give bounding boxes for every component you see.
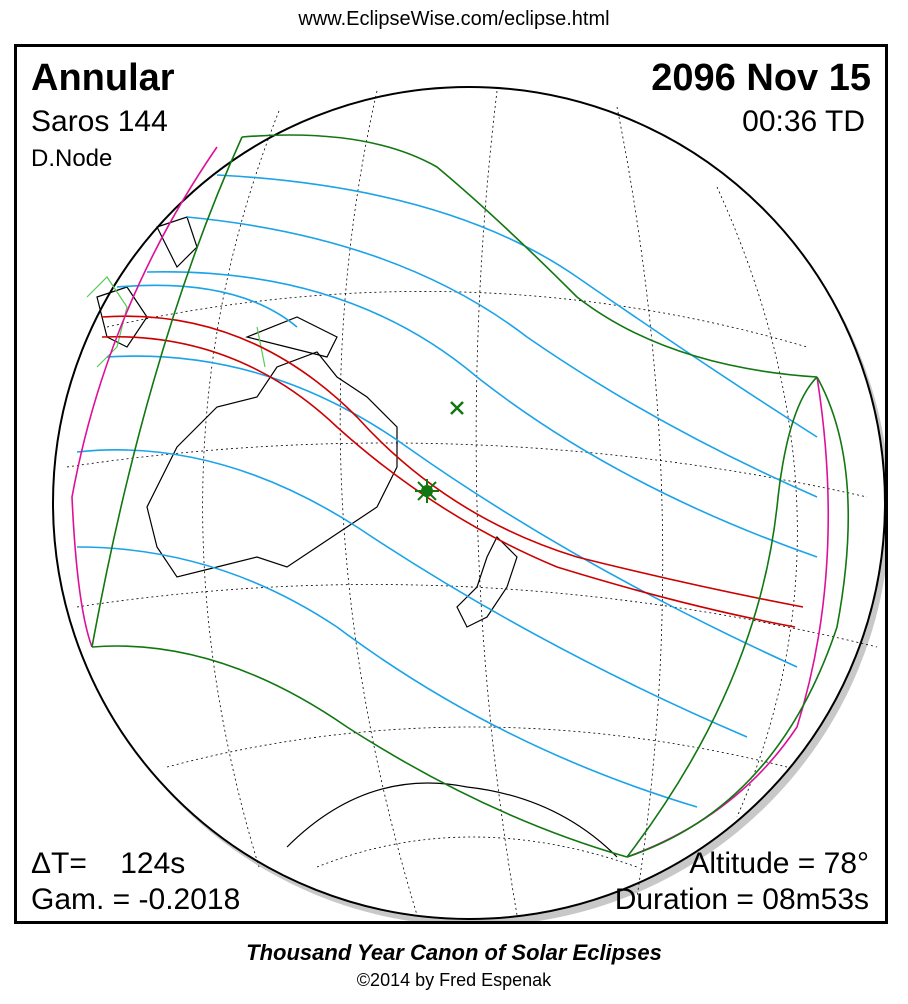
eclipse-globe-map: [52, 86, 885, 921]
saros-number: Saros 144: [31, 105, 168, 138]
eclipse-type: Annular: [31, 57, 175, 99]
duration-value: Duration = 08m53s: [614, 883, 869, 916]
central-path: [101, 315, 804, 628]
altitude-value: Altitude = 78°: [689, 847, 869, 880]
partial-contours: [76, 174, 818, 808]
subsolar-point-marker: [450, 401, 464, 415]
greatest-eclipse-marker: [415, 479, 439, 503]
copyright: ©2014 by Fred Espenak: [356, 970, 552, 990]
node-label: D.Node: [31, 145, 113, 172]
globe-outline: [52, 86, 885, 920]
graticule: [66, 90, 878, 916]
eclipse-date: 2096 Nov 15: [651, 57, 871, 99]
gamma-value: Gam. = -0.2018: [31, 883, 241, 916]
site-url: www.EclipseWise.com/eclipse.html: [298, 8, 610, 30]
eclipse-map-frame: Annular 2096 Nov 15 Saros 144 00:36 TD D…: [14, 44, 888, 924]
delta-t: ΔT= 124s: [31, 847, 186, 880]
penumbral-limits: [91, 134, 850, 858]
canon-title: Thousand Year Canon of Solar Eclipses: [246, 940, 662, 965]
coastlines: [96, 216, 618, 858]
eclipse-time: 00:36 TD: [742, 105, 865, 138]
